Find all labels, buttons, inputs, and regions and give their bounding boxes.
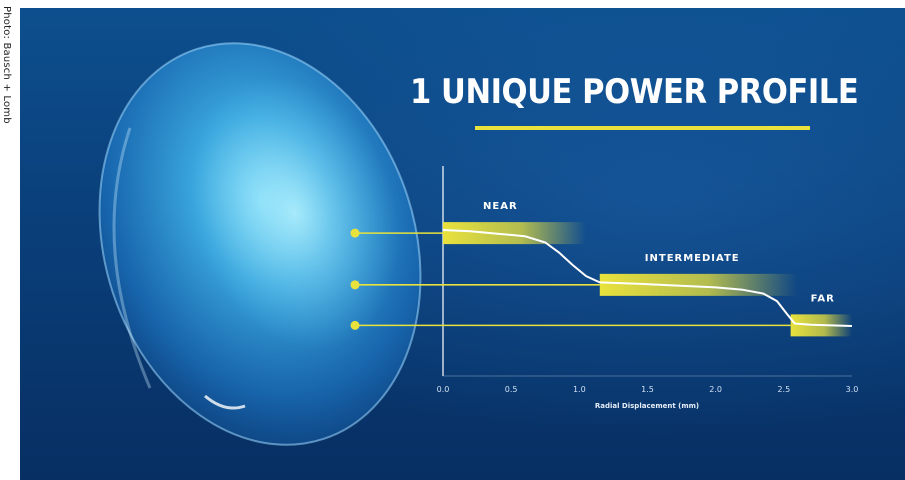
- x-tick-label: 2.5: [777, 385, 790, 394]
- title-underline: [475, 126, 810, 130]
- x-tick-label: 1.0: [573, 385, 586, 394]
- x-tick-label: 2.0: [709, 385, 722, 394]
- lens-leader-lines: [350, 228, 791, 330]
- lens-zone-dot-far: [350, 320, 360, 330]
- zone-label-far: FAR: [811, 293, 835, 304]
- chart-title: 1 UNIQUE POWER PROFILE: [410, 72, 859, 112]
- power-profile-line: [442, 229, 853, 327]
- zone-band-intermediate: [599, 273, 798, 296]
- lens-and-chart-canvas: 0.0 0.5 1.0 1.5 2.0 2.5 3.0 NEAR INTERMEDIATE …: [98, 42, 859, 446]
- x-tick-label: 0.5: [505, 385, 518, 394]
- lens-zone-dot-near: [350, 228, 360, 238]
- power-curve: [442, 229, 853, 327]
- x-tick-label: 0.0: [437, 385, 450, 394]
- infographic-panel: 0.0 0.5 1.0 1.5 2.0 2.5 3.0 NEAR INTERMEDIATE …: [20, 8, 905, 480]
- zone-label-near: NEAR: [483, 201, 518, 212]
- x-tick-labels: 0.0 0.5 1.0 1.5 2.0 2.5 3.0: [437, 385, 859, 394]
- zone-band-near: [443, 222, 586, 245]
- photo-credit: Photo: Bausch + Lomb: [1, 6, 12, 124]
- zone-label-intermediate: INTERMEDIATE: [645, 253, 740, 264]
- x-axis-label: Radial Displacement (mm): [595, 402, 699, 410]
- contact-lens-image: [98, 42, 422, 446]
- x-tick-label: 1.5: [641, 385, 654, 394]
- x-tick-label: 3.0: [846, 385, 859, 394]
- lens-zone-dot-intermediate: [350, 280, 360, 290]
